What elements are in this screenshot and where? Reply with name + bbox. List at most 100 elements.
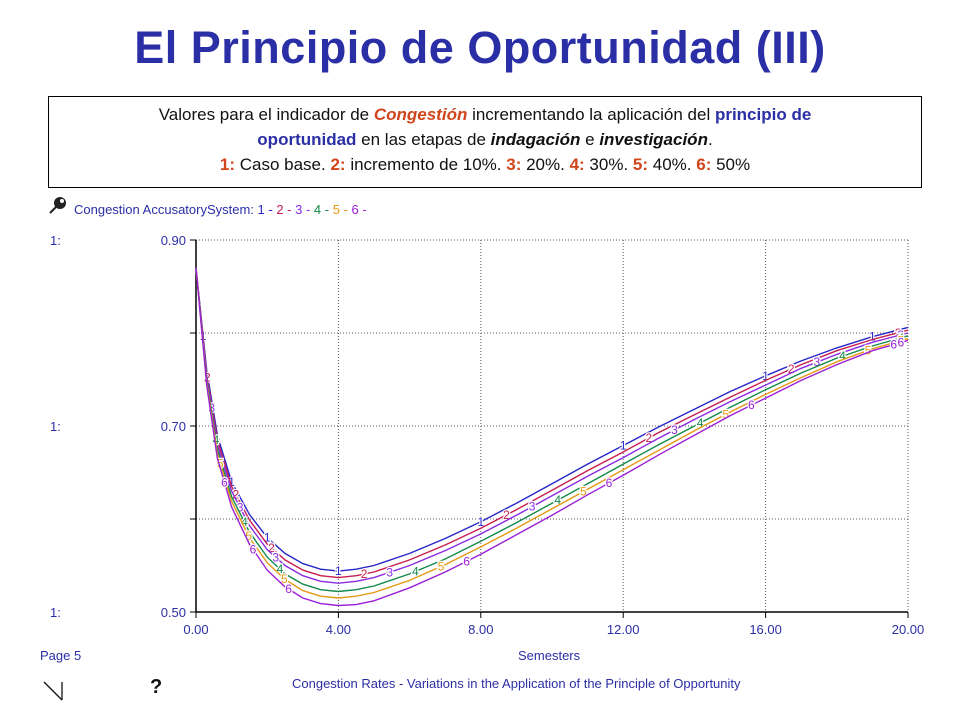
desc-congestion: Congestión — [373, 105, 468, 124]
series-marker-label-1: 1 — [869, 330, 876, 344]
series-marker-label-5: 5 — [722, 407, 729, 421]
series-marker-label-4: 4 — [554, 493, 561, 507]
x-tick-label: 4.00 — [326, 622, 351, 637]
series-marker-label-5: 5 — [281, 572, 288, 586]
series-line-1 — [195, 267, 909, 572]
series-marker-label-6: 6 — [250, 542, 257, 556]
y-tick-label: 0.50 — [161, 605, 186, 620]
series-marker-label-6: 6 — [748, 398, 755, 412]
series-marker-label-4: 4 — [839, 349, 846, 363]
series-marker-label-3: 3 — [898, 328, 905, 342]
series-marker-label-3: 3 — [272, 550, 279, 564]
y-tick-prefix: 1: — [50, 605, 61, 620]
series-marker-label-1: 1 — [335, 564, 342, 578]
desc-text: Valores para el indicador de — [158, 105, 374, 124]
series-marker-label-6: 6 — [606, 476, 613, 490]
desc-indagacion: indagación — [490, 130, 581, 149]
x-tick-label: 8.00 — [468, 622, 493, 637]
series-marker-label-3: 3 — [386, 565, 393, 579]
case-2: 2: incremento de 10%. — [330, 155, 507, 174]
legend-entry-1: 1 - — [257, 202, 277, 217]
x-tick-label: 12.00 — [607, 622, 640, 637]
series-marker-label-5: 5 — [898, 334, 905, 348]
case-1: 1: Caso base. — [219, 155, 331, 174]
chart-tick-labels: 0.00 4.00 8.00 12.00 16.00 20.00 0.50 1: 0.70 1: 0… — [50, 233, 924, 637]
chart-axes — [190, 239, 909, 618]
x-tick-label: 16.00 — [749, 622, 782, 637]
chart-caption: Congestion Rates - Variations in the App… — [292, 676, 741, 691]
x-tick-label: 0.00 — [183, 622, 208, 637]
series-marker-label-1: 1 — [477, 515, 484, 529]
series-marker-label-3: 3 — [671, 423, 678, 437]
case-4: 4: 30%. — [569, 155, 633, 174]
series-marker-label-2: 2 — [503, 508, 510, 522]
y-tick-label: 0.70 — [161, 419, 186, 434]
series-line-2 — [195, 267, 909, 579]
legend-entries: 1 - 2 - 3 - 4 - 5 - 6 - — [258, 202, 367, 217]
series-marker-label-6: 6 — [221, 476, 228, 490]
series-marker-label-4: 4 — [898, 331, 905, 345]
x-tick-label: 20.00 — [892, 622, 925, 637]
legend-entry-2: 2 - — [276, 202, 296, 217]
y-tick-prefix: 1: — [50, 233, 61, 248]
series-marker-label-1: 1 — [264, 531, 271, 545]
series-marker-label-5: 5 — [245, 529, 252, 543]
description-line-1: Valores para el indicador de Congestión … — [49, 102, 921, 127]
x-axis-label: Semesters — [518, 648, 581, 663]
series-marker-label-4: 4 — [412, 564, 419, 578]
series-marker-label-6: 6 — [285, 582, 292, 596]
desc-text: en las etapas de — [356, 130, 491, 149]
series-marker-label-1: 1 — [228, 475, 235, 489]
series-line-3 — [195, 267, 909, 584]
series-marker-label-5: 5 — [217, 456, 224, 470]
chart-legend: Congestion AccusatorySystem: 1 - 2 - 3 -… — [74, 202, 367, 217]
series-marker-label-2: 2 — [645, 431, 652, 445]
series-marker-label-5: 5 — [865, 343, 872, 357]
series-marker-label-2: 2 — [895, 326, 902, 340]
desc-text: e — [580, 130, 600, 149]
y-tick-label: 0.90 — [161, 233, 186, 248]
description-box: Valores para el indicador de Congestión … — [48, 96, 922, 188]
series-marker-label-2: 2 — [788, 362, 795, 376]
case-5: 5: 40%. — [632, 155, 697, 174]
legend-entry-5: 5 - — [332, 202, 352, 217]
series-marker-label-6: 6 — [463, 554, 470, 568]
series-line-6 — [195, 267, 909, 607]
case-3: 3: 20%. — [506, 155, 570, 174]
case-6: 6: 50% — [696, 155, 751, 174]
series-marker-label-6: 6 — [898, 335, 905, 349]
series-marker-label-3: 3 — [814, 355, 821, 369]
legend-entry-4: 4 - — [313, 202, 333, 217]
description-line-3: 1: Caso base. 2: incremento de 10%. 3: 2… — [49, 152, 921, 177]
series-marker-label-4: 4 — [277, 562, 284, 576]
help-button[interactable]: ? — [150, 676, 163, 698]
desc-principle: principio de — [714, 105, 812, 124]
series-marker-label-2: 2 — [361, 567, 368, 581]
series-marker-label-2: 2 — [233, 487, 240, 501]
legend-entry-6: 6 - — [351, 202, 367, 217]
series-marker-label-1: 1 — [620, 439, 627, 453]
series-marker-label-6: 6 — [890, 338, 897, 352]
corner-arrow-icon[interactable] — [43, 681, 63, 701]
series-marker-label-3: 3 — [529, 500, 536, 514]
series-line-4 — [195, 267, 909, 593]
description-line-2: oportunidad en las etapas de indagación … — [49, 127, 921, 152]
chart-grid — [196, 239, 909, 612]
series-marker-label-5: 5 — [438, 559, 445, 573]
desc-text: . — [707, 130, 713, 149]
series-marker-label-4: 4 — [213, 433, 220, 447]
series-marker-label-5: 5 — [580, 485, 587, 499]
series-marker-label-3: 3 — [237, 501, 244, 515]
desc-text: incrementando la aplicación del — [467, 105, 715, 124]
series-marker-label-1: 1 — [762, 369, 769, 383]
series-marker-label-4: 4 — [697, 416, 704, 430]
legend-entry-3: 3 - — [295, 202, 314, 217]
page-label: Page 5 — [40, 648, 82, 663]
legend-prefix: Congestion AccusatorySystem: — [74, 202, 258, 217]
y-tick-prefix: 1: — [50, 419, 61, 434]
series-marker-label-3: 3 — [208, 401, 215, 415]
series-marker-label-4: 4 — [241, 515, 248, 529]
pin-icon[interactable] — [49, 197, 66, 214]
